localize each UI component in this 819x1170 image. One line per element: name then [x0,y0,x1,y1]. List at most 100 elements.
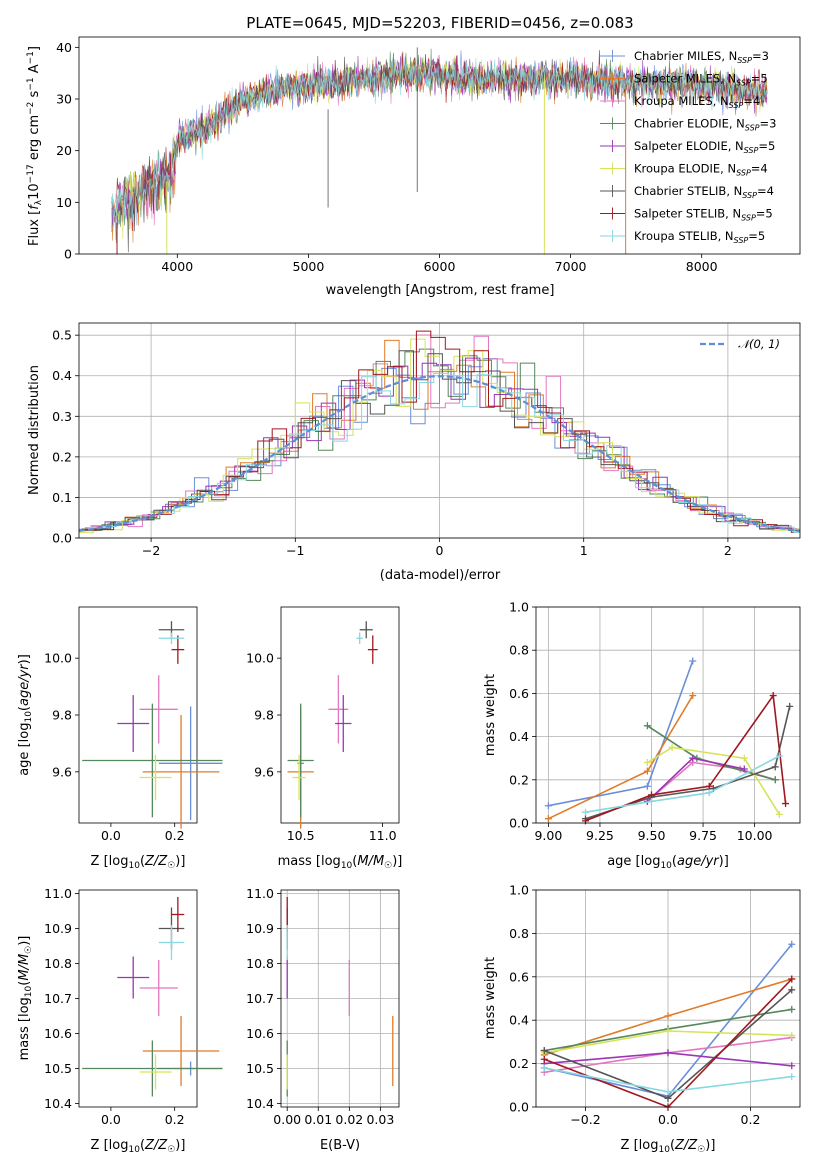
weight-vs-age-marker [648,791,655,799]
weight-vs-age-xtick-label: 9.00 [534,828,562,843]
weight-vs-age-marker [648,797,655,805]
weight-vs-age-ytick-label: 0.0 [509,816,529,831]
weight-vs-Z-marker [664,1012,672,1020]
weight-vs-age-marker [740,754,748,762]
weight-vs-Z-xtick-label: 0.0 [658,1112,678,1127]
weight-vs-age-ytick-label: 1.0 [509,600,529,615]
weight-vs-Z-ytick-label: 0.4 [509,1013,529,1028]
weight-vs-age-series-line [585,755,780,813]
spectrum-panel: PLATE=0645, MJD=52203, FIBERID=0456, z=0… [26,14,801,298]
residual-ytick-label: 0.5 [52,328,72,343]
age-vs-Z-ytick-label: 10.0 [44,651,72,666]
weight-vs-Z-xtick-label: 0.2 [741,1112,761,1127]
weight-vs-age-marker [705,789,713,797]
mass-vs-Z-ytick-label: 10.8 [44,956,72,971]
weight-vs-age-panel: 9.00 9.25 9.50 9.75 10.000.00.20.40.60.81.0 … [483,600,801,871]
mass-vs-ebv-ytick-label: 10.7 [246,991,274,1006]
weight-vs-age-xtick-label: 9.50 [638,828,666,843]
weight-vs-age-marker [544,815,552,823]
spectrum-xtick-label: 7000 [555,259,587,274]
weight-vs-Z-marker [788,1073,796,1081]
mass-vs-Z-ytick-label: 10.9 [44,921,72,936]
age-vs-Z-ylabel: age [log10(age/yr)] [17,654,34,776]
residual-ytick-label: 0.4 [52,368,72,383]
weight-vs-Z-marker [788,1031,796,1039]
legend-label: Kroupa MILES, NSSP=4 [634,94,760,110]
weight-vs-Z-xtick-label: −0.2 [570,1112,600,1127]
age-vs-Z-ytick-label: 9.6 [52,764,72,779]
mass-vs-ebv-ytick-label: 10.8 [246,956,274,971]
weight-vs-age-marker [544,802,552,810]
age-vs-mass-ytick-label: 10.0 [246,651,274,666]
residual-xtick-label: 2 [724,543,732,558]
legend-label: Salpeter STELIB, NSSP=5 [634,207,773,223]
spectrum-line [111,52,768,253]
weight-vs-age-marker [668,743,676,751]
weight-vs-age-ytick-label: 0.4 [509,729,529,744]
weight-vs-age-xtick-label: 9.25 [586,828,614,843]
weight-vs-Z-marker [664,1027,672,1035]
weight-vs-age-marker [582,808,589,816]
weight-vs-Z-marker [788,1005,796,1013]
mass-vs-Z-panel: 0.0 0.2 10.4 10.5 10.6 10.7 10.8 10.9 11.0 Z [lo… [17,886,223,1155]
spectrum-title: PLATE=0645, MJD=52203, FIBERID=0456, z=0… [246,14,633,32]
age-vs-mass-panel: 10.5 11.0 9.6 9.8 10.0 mass [log10(M/M☉)] [246,606,402,871]
weight-vs-Z-ytick-label: 0.2 [509,1056,529,1071]
weight-vs-age-marker [689,692,697,700]
mass-vs-ebv-xtick-label: 0.02 [335,1112,363,1127]
mass-vs-Z-xtick-label: 0.2 [165,1112,185,1127]
weight-vs-age-ytick-label: 0.2 [509,772,529,787]
weight-vs-Z-marker [664,1094,672,1102]
histogram-step [79,338,800,534]
mass-vs-Z-ytick-label: 10.5 [44,1061,72,1076]
weight-vs-Z-marker [540,1047,548,1055]
spectrum-xtick-label: 6000 [424,259,456,274]
weight-vs-Z-marker [540,1064,548,1072]
mass-vs-ebv-xtick-label: 0.03 [366,1112,394,1127]
mass-vs-Z-ytick-label: 10.4 [44,1096,72,1111]
residual-ytick-label: 0.1 [52,490,72,505]
weight-vs-Z-ylabel: mass weight [483,957,498,1039]
weight-vs-age-xtick-label: 9.75 [689,828,717,843]
age-vs-Z-axes-frame [78,606,198,824]
weight-vs-age-ylabel: mass weight [483,674,498,756]
weight-vs-age-marker [643,759,651,767]
spectrum-xtick-label: 8000 [686,259,718,274]
residual-xtick-label: 1 [580,543,588,558]
weight-vs-Z-ytick-label: 1.0 [509,883,529,898]
weight-vs-age-series-line [548,695,694,820]
histogram-step [87,372,800,533]
mass-vs-Z-ytick-label: 11.0 [44,886,72,901]
mass-vs-Z-ylabel: mass [log10(M/M☉)] [17,936,34,1061]
weight-vs-age-marker [740,765,748,773]
residual-ytick-label: 0.3 [52,409,72,424]
mass-vs-Z-ytick-label: 10.7 [44,991,72,1006]
mass-vs-ebv-ytick-label: 10.9 [246,921,274,936]
weight-vs-age-marker [771,763,779,771]
weight-vs-age-marker [782,800,790,808]
spectrum-xtick-label: 4000 [161,259,193,274]
age-vs-Z-xtick-label: 0.2 [165,828,185,843]
weight-vs-age-marker [769,692,777,700]
age-vs-mass-xtick-label: 10.5 [287,828,315,843]
age-vs-mass-ytick-label: 9.8 [254,708,274,723]
residual-ytick-label: 0.0 [52,531,72,546]
legend-label: Salpeter MILES, NSSP=5 [634,72,768,88]
age-vs-Z-xlabel: Z [log10(Z/Z☉)] [91,854,186,871]
weight-vs-Z-marker [540,1055,548,1063]
weight-vs-Z-marker [788,940,796,948]
weight-vs-age-series-line [646,746,781,815]
mass-vs-Z-ytick-label: 10.6 [44,1026,72,1041]
weight-vs-age-xlabel: age [log10(age/yr)] [607,854,729,871]
weight-vs-Z-marker [664,1088,672,1096]
normal-legend-label: 𝒩(0, 1) [738,337,780,351]
residual-xtick-label: −1 [286,543,304,558]
spectrum-ytick-label: 30 [56,92,72,107]
legend-label: Kroupa ELODIE, NSSP=4 [634,162,768,178]
weight-vs-Z-marker [788,1062,796,1070]
residual-xtick-label: −2 [142,543,160,558]
histogram-step [84,330,800,533]
weight-vs-age-ytick-label: 0.8 [509,643,529,658]
spectrum-ytick-label: 10 [56,195,72,210]
residual-ylabel: Normed distribution [27,365,42,495]
